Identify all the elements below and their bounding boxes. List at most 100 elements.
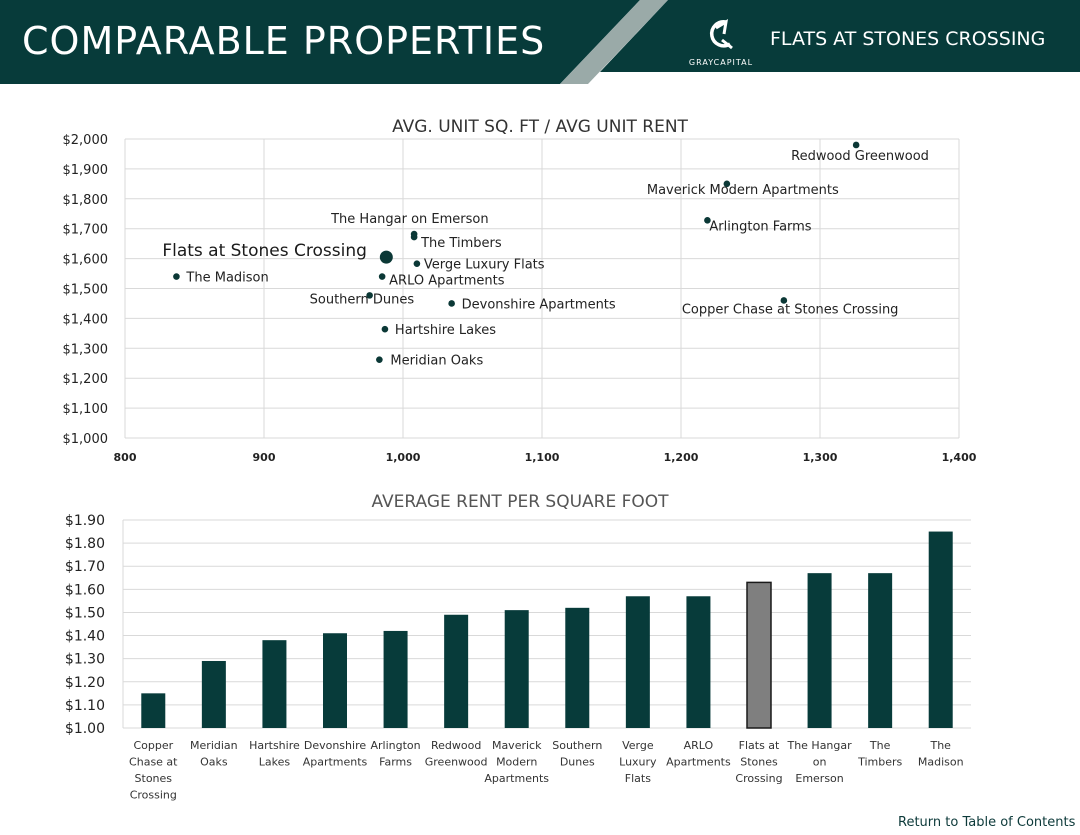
bar-category-label: Hartshire Lakes [249, 739, 300, 769]
bar [504, 610, 529, 728]
scatter-x-tick-label: 800 [114, 451, 137, 464]
scatter-x-tick-label: 1,300 [803, 451, 838, 464]
bar-category-label: Meridian Oaks [190, 739, 238, 769]
property-band [600, 0, 1080, 72]
bar-category-label-line: Copper [133, 739, 173, 752]
bar [565, 607, 590, 728]
scatter-point-label: Southern Dunes [310, 292, 415, 307]
scatter-point [173, 273, 180, 280]
logo-text: GRAYCAPITAL [688, 58, 754, 67]
bar-category-label-line: The [929, 739, 951, 752]
bar-category-label-line: Apartments [303, 756, 368, 769]
scatter-point [379, 250, 393, 264]
scatter-point-label: Flats at Stones Crossing [162, 241, 367, 261]
bar-y-tick-label: $1.80 [65, 536, 105, 552]
bar-category-label-line: Flats [625, 772, 651, 785]
scatter-point-label: Verge Luxury Flats [424, 258, 545, 273]
bar-category-label-line: Emerson [795, 772, 843, 785]
bar-y-tick-label: $1.90 [65, 513, 105, 529]
scatter-point [378, 273, 386, 280]
scatter-y-tick-label: $1,800 [63, 193, 109, 208]
bar-category-label-line: Apartments [666, 756, 731, 769]
bar-category-label-line: Stones [740, 756, 778, 769]
bar-y-tick-label: $1.30 [65, 652, 105, 668]
bar-category-label: The Hangar on Emerson [786, 739, 852, 785]
bar-category-label-line: Crossing [735, 772, 782, 785]
bar-y-tick-label: $1.10 [65, 698, 105, 714]
bar-y-tick-label: $1.70 [65, 559, 105, 575]
bar-category-label-line: Lakes [259, 756, 291, 769]
bar-category-label-line: Verge [622, 739, 654, 752]
bar-category-label-line: Redwood [431, 739, 481, 752]
bar-category-label-line: Devonshire [304, 739, 366, 752]
scatter-point [413, 260, 421, 267]
bar-category-label: Copper Chase at Stones Crossing [129, 739, 178, 802]
bar-category-label-line: The [869, 739, 891, 752]
bar-category-label: Redwood Greenwood [425, 739, 488, 769]
scatter-point-label: The Hangar on Emerson [330, 212, 489, 227]
scatter-point [366, 292, 373, 299]
bar [383, 630, 408, 728]
bar-category-label: Flats at Stones Crossing [735, 739, 782, 785]
stripe [560, 0, 668, 84]
scatter-point-label: Hartshire Lakes [395, 323, 496, 338]
bar-category-label-line: Dunes [560, 756, 595, 769]
bar-y-tick-label: $1.60 [65, 582, 105, 598]
scatter-y-tick-label: $1,300 [63, 342, 109, 357]
scatter-point-label: The Timbers [420, 236, 502, 251]
scatter-point-label: Maverick Modern Apartments [647, 183, 839, 198]
title-band [0, 0, 640, 84]
scatter-point [780, 297, 788, 304]
scatter-point-label: Devonshire Apartments [462, 297, 616, 312]
scatter-chart-title: AVG. UNIT SQ. FT / AVG UNIT RENT [392, 117, 688, 137]
scatter-point [448, 300, 455, 307]
bar-category-label-line: Luxury [619, 756, 657, 769]
bar [928, 531, 953, 728]
bar-category-label-line: Modern [496, 756, 537, 769]
scatter-point [852, 141, 860, 149]
bar [625, 596, 650, 728]
bar-category-label-line: on [813, 756, 827, 769]
scatter-point-label: Meridian Oaks [390, 354, 483, 369]
scatter-x-tick-label: 1,400 [942, 451, 977, 464]
bar-category-label: Maverick Modern Apartments [484, 739, 549, 785]
bar [323, 633, 347, 728]
scatter-y-tick-label: $1,200 [63, 372, 109, 387]
bar-category-label-line: Southern [552, 739, 602, 752]
bar [201, 660, 226, 728]
scatter-point [410, 233, 418, 241]
scatter-point [723, 180, 731, 188]
bar-category-label-line: Hartshire [249, 739, 300, 752]
scatter-y-tick-label: $1,000 [63, 432, 109, 447]
bar-category-label-line: Meridian [190, 739, 238, 752]
bar-category-label-line: Greenwood [425, 756, 488, 769]
bar [746, 581, 772, 729]
bar-category-label: The Madison [918, 739, 964, 769]
property-name: FLATS AT STONES CROSSING [770, 28, 1046, 50]
bar-category-label: Devonshire Apartments [303, 739, 368, 769]
bar [807, 573, 832, 728]
bar-category-label: Southern Dunes [552, 739, 602, 769]
header-background [0, 0, 1080, 84]
scatter-x-tick-label: 900 [253, 451, 276, 464]
scatter-y-tick-label: $1,500 [63, 283, 109, 298]
bar-y-tick-label: $1.40 [65, 629, 105, 645]
bar [444, 614, 469, 728]
bar-category-label-line: Arlington [371, 739, 421, 752]
scatter-y-tick-label: $2,000 [63, 133, 109, 148]
scatter-point-label: Arlington Farms [709, 219, 811, 234]
scatter-y-tick-label: $1,400 [63, 312, 109, 327]
scatter-x-tick-label: 1,200 [664, 451, 699, 464]
bar [141, 693, 166, 728]
scatter-x-tick-label: 1,100 [525, 451, 560, 464]
bar-y-tick-label: $1.00 [65, 721, 105, 737]
scatter-point-label: Copper Chase at Stones Crossing [682, 302, 899, 317]
return-to-toc-link[interactable]: Return to Table of Contents [898, 815, 1076, 830]
bar-y-tick-label: $1.20 [65, 675, 105, 691]
bar-category-label-line: Stones [135, 772, 173, 785]
bar-category-label-line: Farms [379, 756, 412, 769]
page-title: COMPARABLE PROPERTIES [22, 19, 546, 63]
gray-capital-logo: GRAYCAPITAL [686, 14, 756, 70]
bar-category-label-line: Flats at [739, 739, 780, 752]
scatter-chart: AVG. UNIT SQ. FT / AVG UNIT RENT $1,000 $… [63, 117, 977, 464]
